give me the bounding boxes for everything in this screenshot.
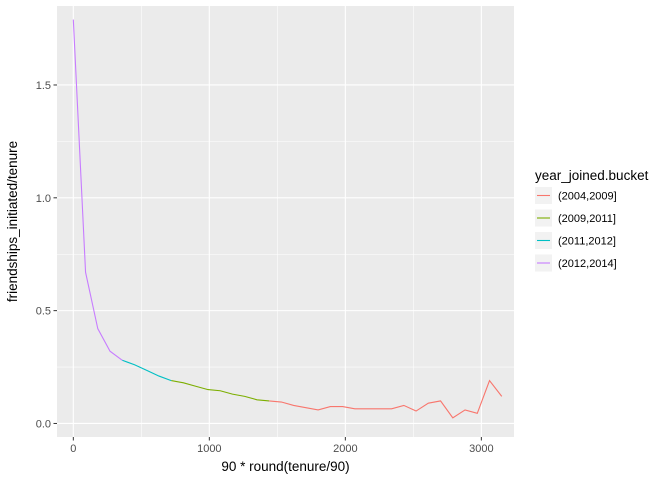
x-axis-ticks: 0 1000 2000 3000 bbox=[70, 437, 494, 455]
series-line bbox=[171, 380, 270, 402]
x-tick-label: 2000 bbox=[333, 443, 357, 455]
y-tick-label: 1.5 bbox=[36, 80, 51, 92]
series-line bbox=[269, 379, 503, 419]
x-tick-label: 3000 bbox=[469, 443, 493, 455]
legend-label: (2004,2009] bbox=[558, 191, 617, 203]
legend: year_joined.bucket (2004,2009] (2009,2011… bbox=[535, 168, 649, 272]
x-axis-title: 90 * round(tenure/90) bbox=[221, 459, 349, 474]
y-tick-label: 1.0 bbox=[36, 193, 51, 205]
legend-title: year_joined.bucket bbox=[535, 168, 649, 183]
legend-label: (2011,2012] bbox=[558, 236, 616, 248]
y-tick-label: 0.5 bbox=[36, 306, 51, 318]
grid-major bbox=[57, 6, 514, 437]
plot-panel bbox=[57, 6, 514, 437]
legend-label: (2012,2014] bbox=[558, 258, 617, 270]
y-axis-title: friendships_initiated/tenure bbox=[5, 141, 20, 302]
y-tick-label: 0.0 bbox=[36, 418, 51, 430]
series-line bbox=[122, 359, 172, 382]
y-axis-ticks: 0.0 0.5 1.0 1.5 bbox=[36, 80, 57, 430]
series-line bbox=[72, 19, 123, 361]
series-lines bbox=[72, 19, 503, 419]
x-tick-label: 1000 bbox=[197, 443, 221, 455]
x-tick-label: 0 bbox=[70, 443, 76, 455]
grid-minor bbox=[57, 6, 514, 437]
legend-label: (2009,2011] bbox=[558, 213, 616, 225]
